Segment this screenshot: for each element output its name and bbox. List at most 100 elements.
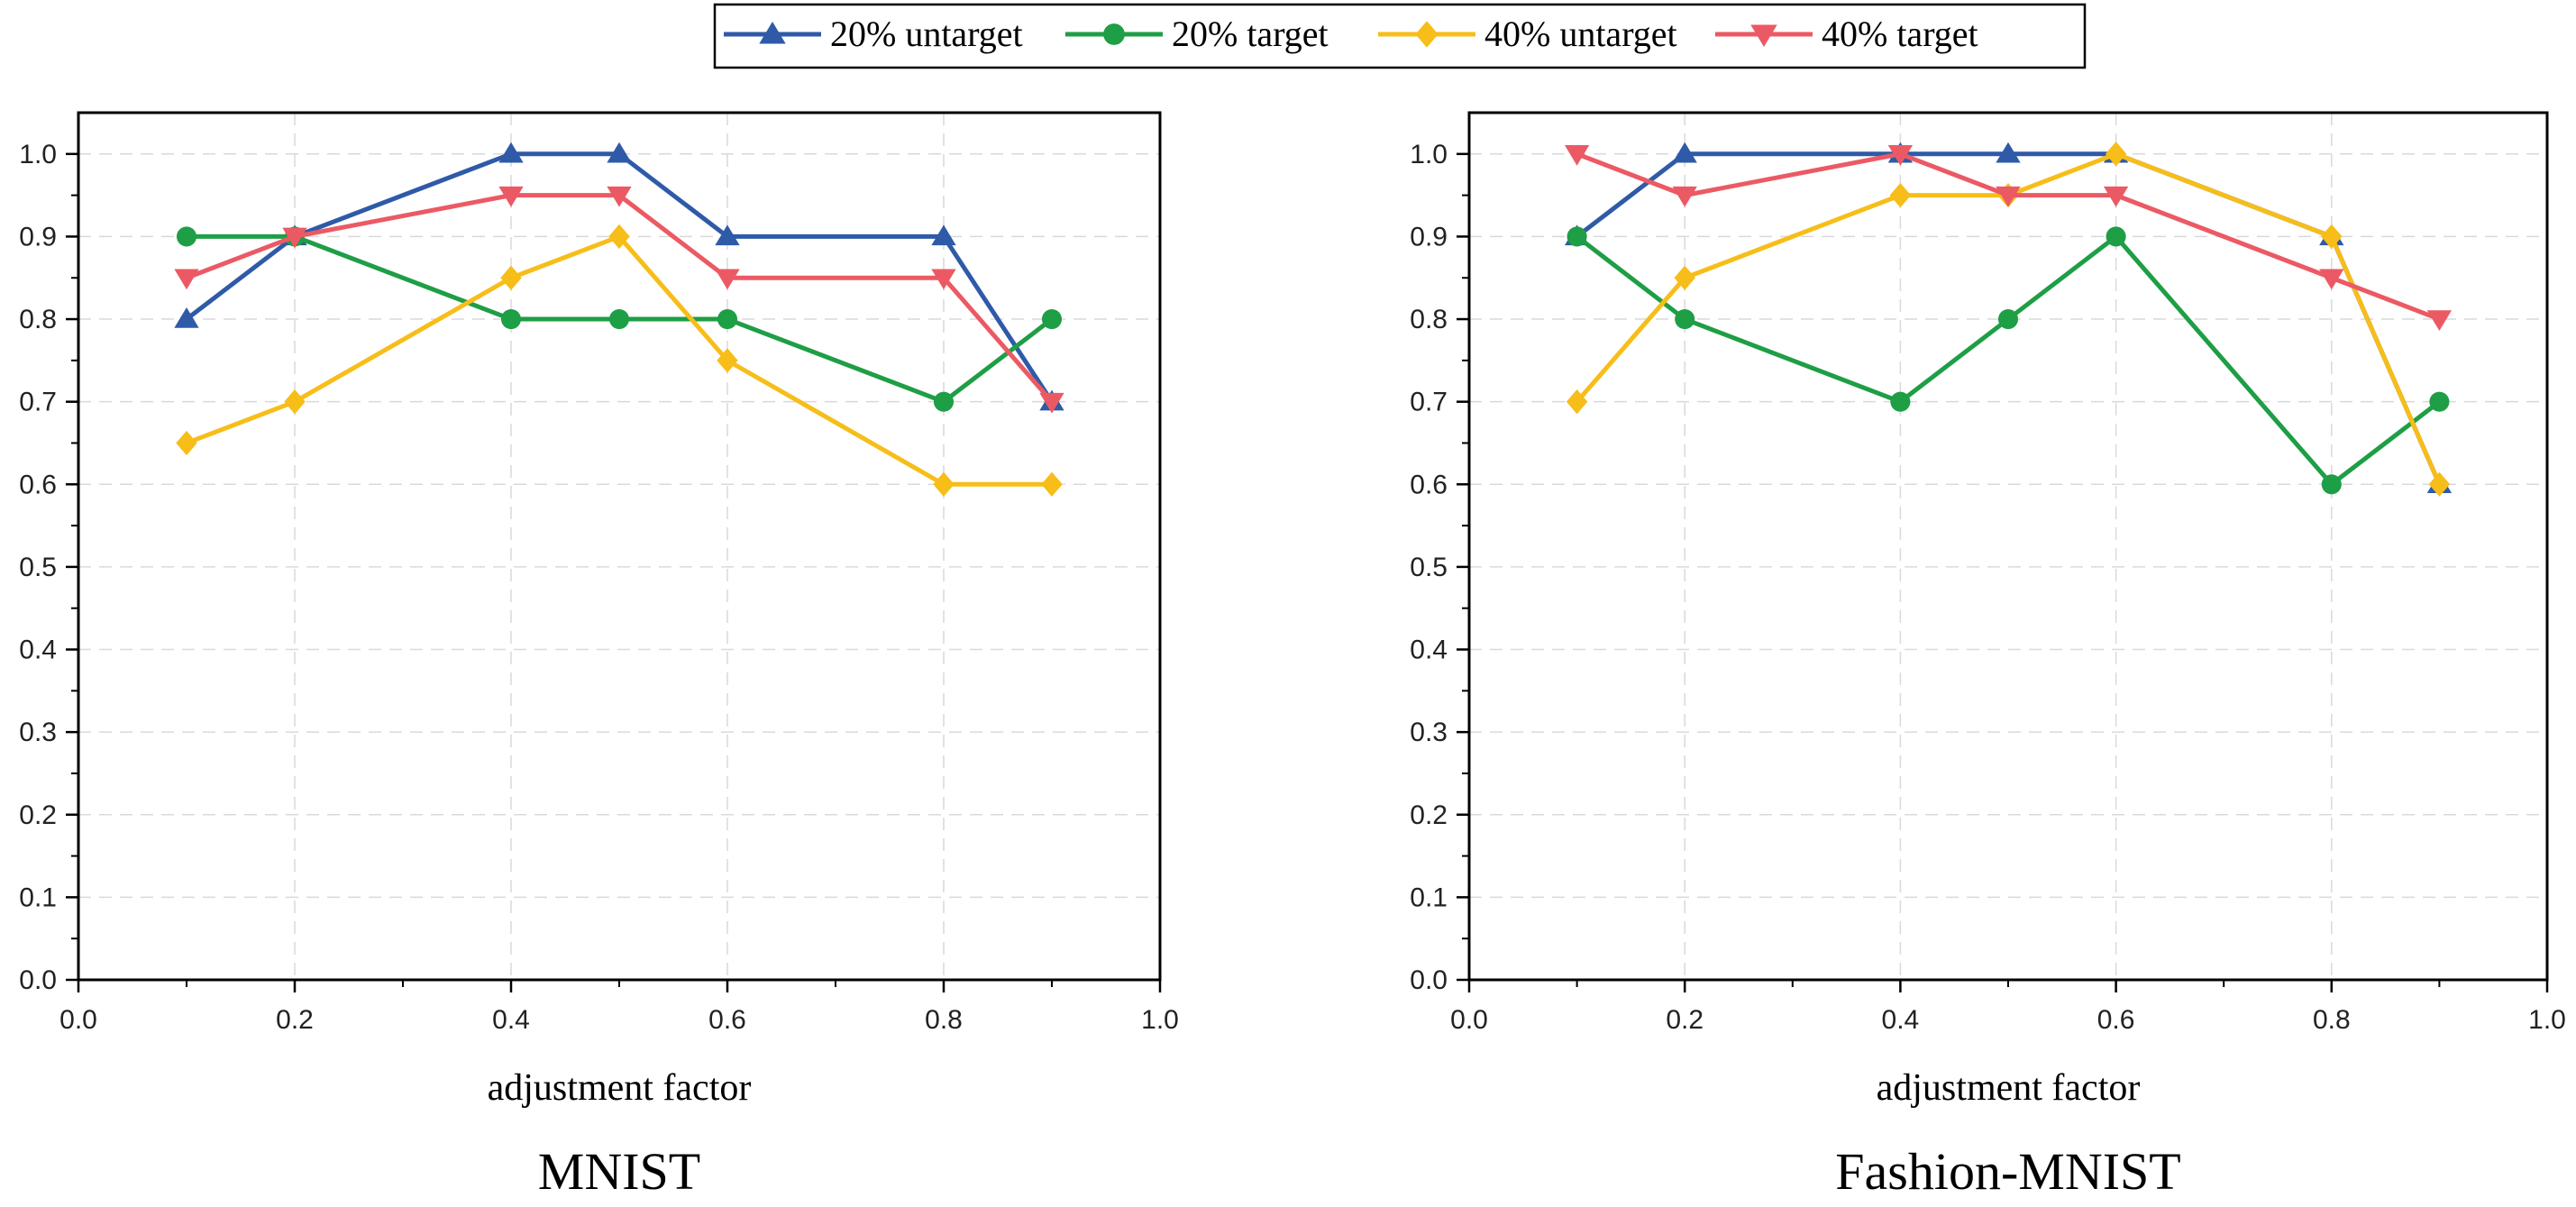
data-point — [174, 269, 199, 290]
data-point — [1997, 308, 2019, 330]
legend-marker — [1103, 23, 1125, 45]
data-point — [1672, 142, 1697, 163]
x-axis-title: adjustment factor — [1877, 1067, 2141, 1109]
legend-marker — [1415, 21, 1439, 48]
y-tick-label: 0.7 — [19, 388, 57, 417]
x-tick-label: 0.8 — [925, 1005, 963, 1035]
legend-marker — [759, 22, 786, 44]
series-40-target — [174, 186, 1064, 414]
y-tick-label: 0.4 — [1410, 636, 1448, 665]
legend-item-40-untarget: 40% untarget — [1378, 14, 1677, 54]
data-point — [2426, 310, 2453, 332]
y-tick-label: 0.9 — [1410, 222, 1448, 251]
x-tick-label: 1.0 — [1141, 1005, 1179, 1035]
legend-label: 20% target — [1172, 14, 1329, 54]
data-point — [1672, 186, 1697, 207]
gridlines — [1469, 113, 2547, 980]
data-point — [1566, 389, 1588, 415]
x-tick-label: 0.8 — [2313, 1005, 2351, 1035]
data-point — [176, 430, 197, 456]
data-point — [1675, 308, 1695, 330]
series-line — [186, 233, 1052, 487]
data-point — [608, 224, 630, 250]
data-point — [2103, 186, 2129, 207]
data-point — [717, 308, 738, 330]
panel-fashion-mnist: 0.0 0.2 0.4 0.6 0.8 1.0 0.0 0.1 0.2 0.3 0.4 0.5 0.6 0… — [1410, 111, 2566, 1201]
data-point — [2319, 269, 2344, 290]
data-point — [715, 224, 740, 246]
x-tick-label: 0.0 — [59, 1005, 97, 1035]
data-point — [2321, 474, 2342, 495]
data-point — [931, 269, 956, 290]
y-tick-label: 0.1 — [1410, 882, 1448, 912]
x-tick-label: 0.4 — [492, 1005, 530, 1035]
data-point — [931, 224, 956, 246]
y-tick-label: 0.3 — [1410, 718, 1448, 747]
data-point — [1567, 226, 1587, 247]
y-tick-label: 1.0 — [19, 140, 57, 169]
y-tick-label: 0.0 — [1410, 965, 1448, 995]
data-point — [1996, 186, 2021, 207]
data-point — [498, 186, 524, 207]
x-axis-title: adjustment factor — [488, 1067, 752, 1109]
data-point — [607, 142, 632, 163]
data-point — [282, 227, 307, 249]
y-tick-label: 0.9 — [19, 222, 57, 251]
data-point — [2429, 391, 2450, 412]
y-tick-label: 0.1 — [19, 882, 57, 912]
plot-frame — [1467, 111, 2549, 982]
data-point — [1890, 391, 1911, 412]
data-point — [1887, 145, 1914, 166]
y-tick-label: 0.8 — [19, 305, 57, 334]
ticks: 0.0 0.2 0.4 0.6 0.8 1.0 0.0 0.1 0.2 0.3 0.4 0.5 0.6 0… — [19, 140, 1179, 1035]
series-40-target — [1564, 145, 2453, 332]
data-point — [500, 308, 522, 330]
data-point — [1996, 142, 2021, 163]
series-line — [1576, 233, 2441, 487]
data-point — [2105, 142, 2127, 167]
y-tick-label: 0.5 — [19, 553, 57, 582]
data-point — [717, 348, 738, 373]
data-point — [933, 391, 955, 412]
legend-item-20-untarget: 20% untarget — [724, 14, 1023, 54]
panel-mnist: 0.0 0.2 0.4 0.6 0.8 1.0 0.0 0.1 0.2 0.3 0.4 0.5 0.6 0… — [19, 111, 1179, 1201]
y-tick-label: 1.0 — [1410, 140, 1448, 169]
y-tick-label: 0.0 — [19, 965, 57, 995]
data-point — [1041, 471, 1063, 497]
y-tick-label: 0.6 — [19, 470, 57, 499]
data-point — [1674, 265, 1695, 290]
x-tick-label: 0.6 — [2097, 1005, 2135, 1035]
panel-title: Fashion-MNIST — [1835, 1142, 2180, 1201]
data-point — [2321, 224, 2343, 250]
series-20-target — [1567, 226, 2450, 495]
ticks: 0.0 0.2 0.4 0.6 0.8 1.0 0.0 0.1 0.2 0.3 0.4 0.5 0.6 0… — [1410, 140, 2566, 1035]
data-point — [1039, 392, 1064, 414]
data-point — [2428, 471, 2451, 497]
x-tick-label: 0.4 — [1882, 1005, 1920, 1035]
series-40-untarget — [176, 224, 1063, 497]
data-point — [715, 269, 740, 290]
y-tick-label: 0.2 — [19, 800, 57, 830]
y-tick-label: 0.3 — [19, 718, 57, 747]
data-point — [2106, 226, 2126, 247]
legend-item-20-target: 20% target — [1065, 14, 1329, 54]
x-tick-label: 0.2 — [1666, 1005, 1704, 1035]
panel-title: MNIST — [538, 1142, 700, 1201]
data-point — [498, 142, 524, 163]
data-point — [174, 307, 199, 328]
legend-label: 40% untarget — [1484, 14, 1677, 54]
y-tick-label: 0.4 — [19, 636, 57, 665]
legend-label: 20% untarget — [830, 14, 1023, 54]
data-point — [284, 389, 306, 415]
x-tick-label: 0.6 — [708, 1005, 746, 1035]
y-tick-label: 0.7 — [1410, 388, 1448, 417]
y-tick-label: 0.2 — [1410, 800, 1448, 830]
y-tick-label: 0.8 — [1410, 305, 1448, 334]
legend-marker — [1750, 24, 1777, 47]
x-tick-label: 0.2 — [276, 1005, 314, 1035]
data-point — [1564, 145, 1590, 166]
legend-label: 40% target — [1822, 14, 1978, 54]
data-point — [607, 186, 632, 207]
y-tick-label: 0.6 — [1410, 470, 1448, 499]
data-point — [1889, 182, 1912, 208]
